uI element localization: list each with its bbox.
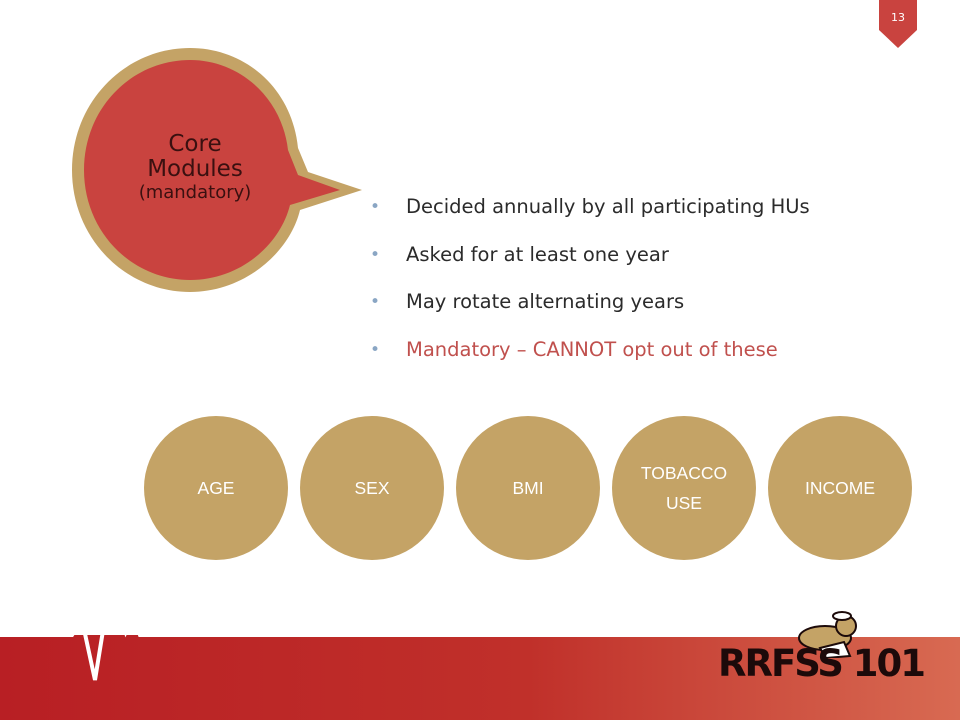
module-label-line2: USE [666, 493, 702, 513]
page-number: 13 [891, 11, 905, 24]
footer-band [0, 574, 960, 720]
bubble-subtitle: (mandatory) [138, 182, 252, 203]
module-label: INCOME [805, 478, 875, 498]
heartbeat-line-icon [0, 574, 960, 681]
module-circle-age: AGE [144, 416, 288, 560]
module-label: BMI [512, 478, 544, 498]
module-circle-tobacco-use: TOBACCO USE [612, 416, 756, 560]
bullet-item-mandatory: Mandatory – CANNOT opt out of these [370, 331, 810, 379]
rrfss-101-logo: RRFSS 101 [718, 642, 926, 685]
speech-bubble: Core Modules (mandatory) [0, 0, 380, 310]
bullet-item: May rotate alternating years [370, 283, 810, 331]
module-label: TOBACCO [640, 463, 728, 483]
dog-mascot-icon [798, 611, 857, 658]
bullet-item: Asked for at least one year [370, 236, 810, 284]
bubble-text: Core Modules (mandatory) [100, 132, 290, 204]
page-badge-shape [879, 0, 917, 48]
module-circle-bmi: BMI [456, 416, 600, 560]
page-number-badge: 13 [879, 0, 917, 48]
module-label: SEX [354, 478, 390, 498]
module-circle-sex: SEX [300, 416, 444, 560]
module-circle-income: INCOME [768, 416, 912, 560]
bubble-title-line1: Core [168, 131, 222, 157]
footer-red-band [0, 635, 960, 720]
speech-bubble-shape [72, 48, 362, 292]
bubble-title-line2: Modules [147, 156, 243, 182]
module-label: AGE [197, 478, 235, 498]
bullet-item: Decided annually by all participating HU… [370, 188, 810, 236]
bullet-list: Decided annually by all participating HU… [370, 188, 810, 378]
